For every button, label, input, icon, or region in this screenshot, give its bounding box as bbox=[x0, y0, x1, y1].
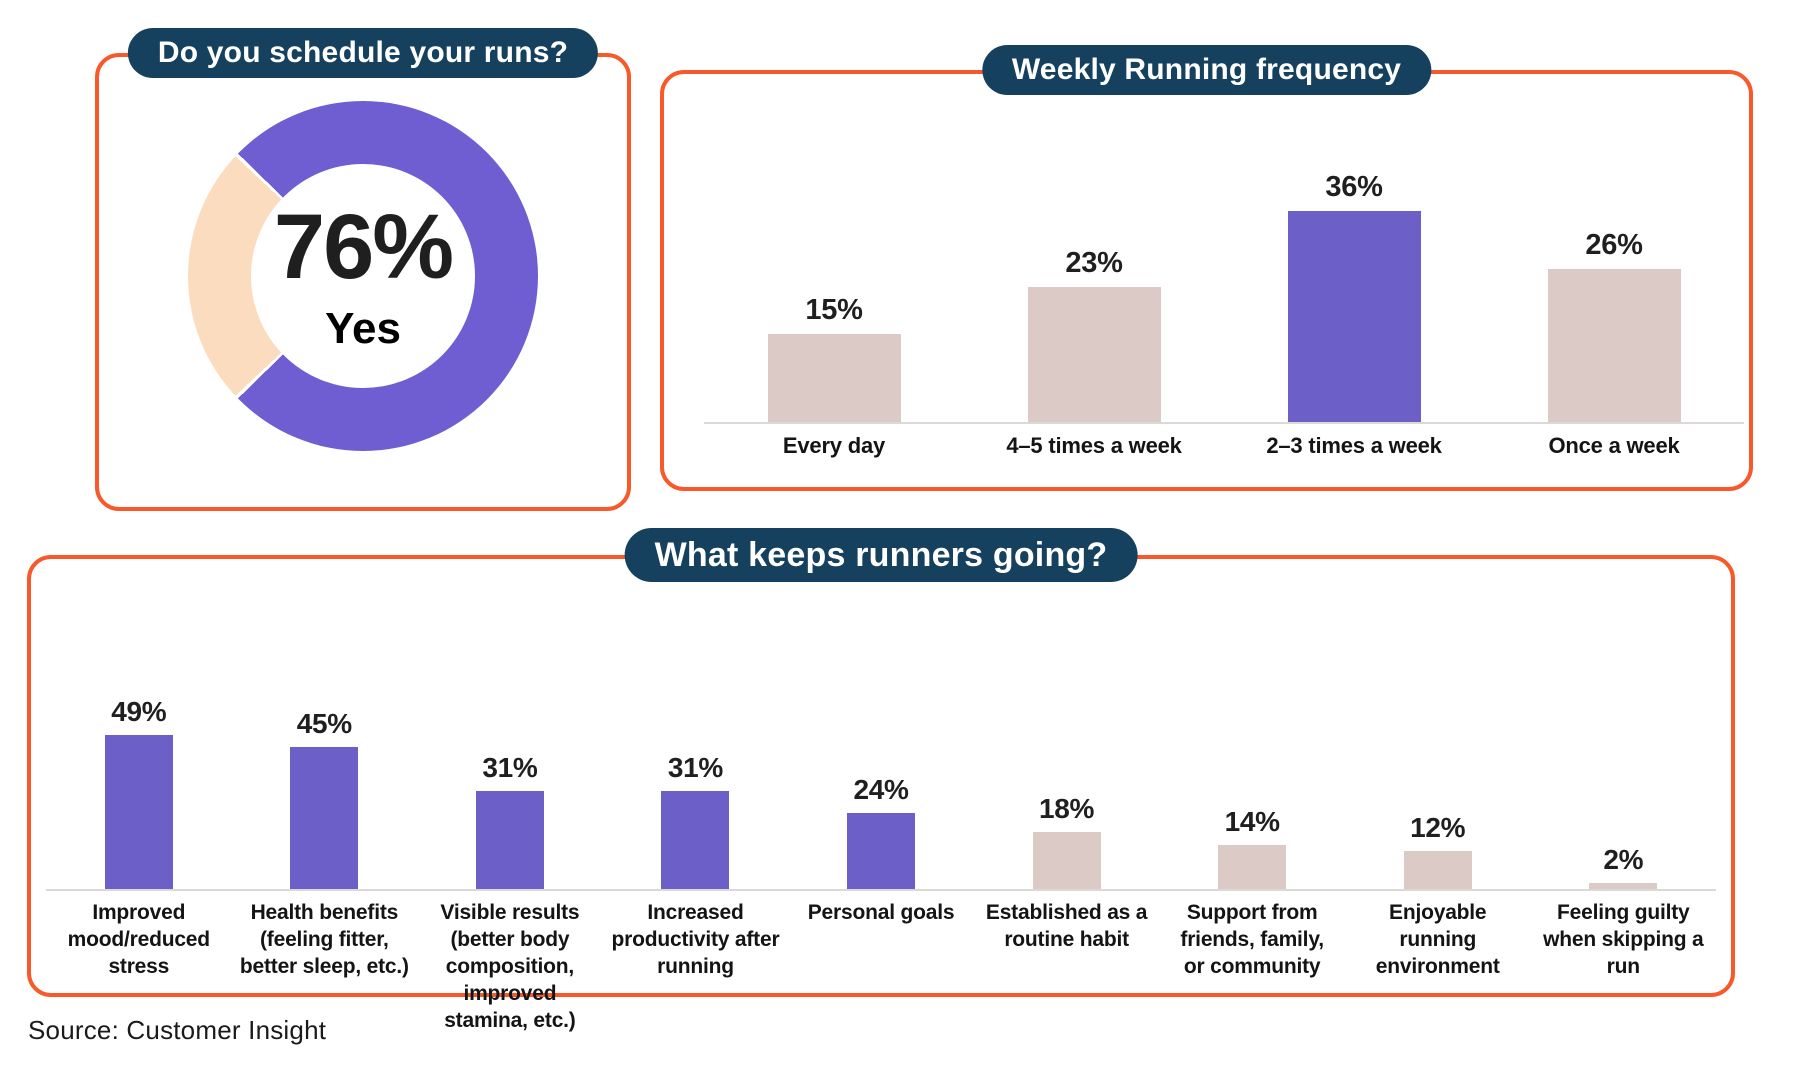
bar bbox=[1032, 832, 1101, 889]
bar-category-label: Personal goals bbox=[807, 901, 955, 924]
bar-category-label: Increased productivity after running bbox=[611, 901, 780, 978]
bar bbox=[1403, 851, 1472, 889]
bars-row: 49% 45% 31% 31% 24% 18% 14% 12% 2% bbox=[46, 689, 1716, 889]
bars-row: 15% 23% 36% 26% bbox=[704, 162, 1744, 422]
weekly-frequency-title: Weekly Running frequency bbox=[981, 45, 1432, 95]
donut-answer-label: Yes bbox=[325, 304, 401, 353]
category-labels-row: Every day 4–5 times a week 2–3 times a wee… bbox=[704, 433, 1744, 459]
bar-column: 49% bbox=[46, 696, 232, 889]
schedule-runs-card: Do you schedule your runs? 76% Yes bbox=[95, 28, 631, 511]
bar-value-label: 49% bbox=[111, 696, 167, 727]
bar-value-label: 31% bbox=[667, 752, 724, 783]
runner-motivation-title: What keeps runners going? bbox=[624, 528, 1138, 582]
bar-column: 26% bbox=[1484, 229, 1744, 422]
bar-category-label: Visible results (better body composition… bbox=[440, 901, 580, 1032]
bar-column: 45% bbox=[232, 708, 418, 889]
category-labels-row: Improved mood/reduced stress Health benef… bbox=[46, 900, 1716, 1034]
x-axis-line bbox=[46, 889, 1716, 891]
bar-value-label: 14% bbox=[1224, 806, 1280, 837]
bar-value-label: 24% bbox=[853, 774, 909, 805]
bar-category-label: Improved mood/reduced stress bbox=[67, 901, 210, 978]
bar-value-label: 45% bbox=[296, 708, 352, 739]
bar-column: 2% bbox=[1531, 844, 1717, 889]
bar bbox=[104, 735, 173, 889]
bar bbox=[1027, 287, 1161, 422]
bar-column: 15% bbox=[704, 294, 964, 422]
runner-motivation-bar-chart: 49% 45% 31% 31% 24% 18% 14% 12% 2% Improved mood… bbox=[46, 689, 1716, 1034]
bar bbox=[1218, 845, 1287, 889]
bar bbox=[475, 791, 544, 889]
donut-center: 76% Yes bbox=[251, 164, 475, 388]
bar-value-label: 2% bbox=[1603, 844, 1644, 875]
weekly-frequency-card: Weekly Running frequency 15% 23% 36% 26% Ev… bbox=[660, 45, 1753, 491]
bar-column: 23% bbox=[964, 247, 1224, 422]
bar bbox=[847, 813, 916, 889]
bar-value-label: 18% bbox=[1039, 793, 1095, 824]
bar-column: 36% bbox=[1224, 171, 1484, 422]
bar-category-label: Every day bbox=[782, 433, 886, 458]
bar-category-label: Health benefits (feeling fitter, better … bbox=[239, 901, 409, 978]
bar-category-label: Feeling guilty when skipping a run bbox=[1543, 901, 1704, 978]
source-text: Source: Customer Insight bbox=[28, 1015, 327, 1045]
bar-category-label: Support from friends, family, or communi… bbox=[1180, 901, 1324, 978]
bar bbox=[661, 791, 730, 889]
bar-value-label: 15% bbox=[805, 294, 863, 326]
bar-value-label: 23% bbox=[1065, 247, 1123, 279]
bar bbox=[1547, 269, 1681, 422]
bar bbox=[767, 334, 901, 422]
bar-column: 18% bbox=[974, 793, 1160, 889]
bar bbox=[290, 747, 359, 889]
bar-column: 12% bbox=[1345, 812, 1531, 889]
bar-category-label: Enjoyable running environment bbox=[1375, 901, 1500, 978]
bar-column: 31% bbox=[417, 752, 603, 889]
bar-column: 24% bbox=[788, 774, 974, 889]
bar-category-label: Established as a routine habit bbox=[985, 901, 1148, 951]
bar bbox=[1589, 883, 1658, 889]
bar-value-label: 12% bbox=[1410, 812, 1466, 843]
runner-motivation-card: What keeps runners going? 49% 45% 31% 31% 24… bbox=[27, 528, 1735, 1032]
bar-category-label: 2–3 times a week bbox=[1266, 433, 1442, 458]
schedule-runs-title: Do you schedule your runs? bbox=[127, 28, 599, 78]
donut-chart: 76% Yes bbox=[188, 101, 538, 451]
weekly-frequency-bar-chart: 15% 23% 36% 26% Every day 4–5 times a week 2–… bbox=[704, 162, 1744, 459]
bar-value-label: 31% bbox=[482, 752, 538, 783]
x-axis-line bbox=[704, 422, 1744, 424]
bar-column: 31% bbox=[603, 752, 789, 889]
bar-column: 14% bbox=[1159, 806, 1345, 889]
bar-category-label: Once a week bbox=[1548, 433, 1680, 458]
bar-value-label: 36% bbox=[1325, 171, 1383, 203]
donut-value-label: 76% bbox=[273, 196, 454, 298]
bar bbox=[1287, 211, 1421, 422]
bar-value-label: 26% bbox=[1585, 229, 1643, 261]
bar-category-label: 4–5 times a week bbox=[1006, 433, 1182, 458]
